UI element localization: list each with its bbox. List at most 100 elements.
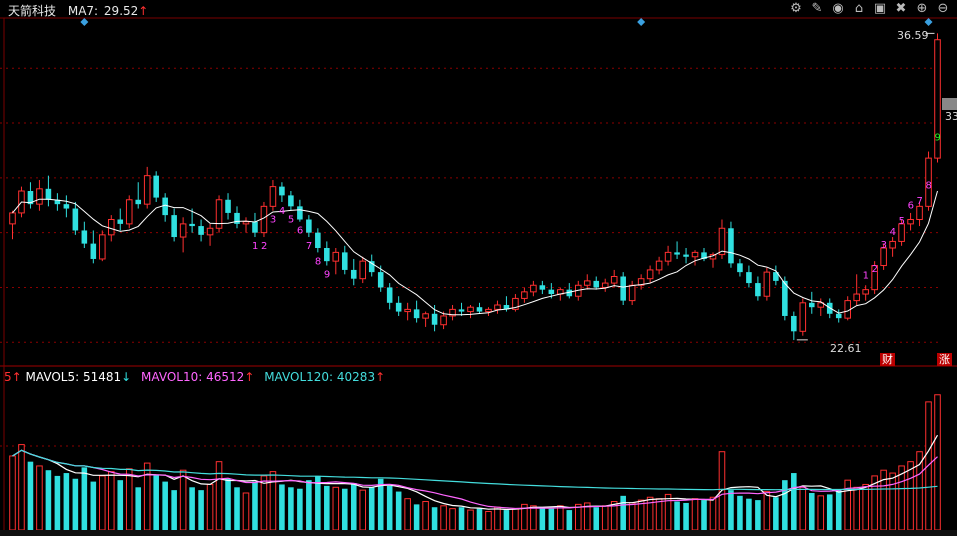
- candle-body-up: [898, 223, 905, 242]
- candle-body-down: [548, 289, 555, 295]
- candle-body-down: [593, 280, 600, 288]
- td-sequence-label: 9: [324, 270, 330, 281]
- candle-body-down: [431, 313, 438, 325]
- volume-bar-up: [9, 455, 16, 531]
- volume-bar-down: [737, 495, 743, 530]
- candle-body-down: [162, 197, 168, 216]
- ma7-line: [12, 190, 938, 316]
- volume-bar-up: [143, 462, 151, 531]
- candle-body-down: [189, 223, 195, 227]
- candle-body-down: [171, 215, 177, 238]
- volume-bar-down: [189, 487, 195, 530]
- price-high-label: 36.59: [897, 29, 929, 42]
- volume-bar-down: [162, 481, 168, 530]
- volume-bar-up: [862, 483, 869, 531]
- td-sequence-label: 5: [899, 216, 905, 227]
- bottom-tab-strip[interactable]: [0, 530, 957, 536]
- ma7-label: MA7:: [67, 4, 99, 18]
- event-marker-icon: [637, 18, 646, 26]
- trash-icon[interactable]: ✖: [895, 1, 907, 16]
- basket-icon[interactable]: ⌂: [854, 1, 864, 16]
- plus-icon[interactable]: ⊕: [916, 1, 928, 16]
- candle-body-up: [916, 205, 923, 221]
- volume-bar-down: [117, 480, 124, 530]
- volume-bar-up: [817, 495, 825, 531]
- mavol120-arrow: ↑: [375, 370, 386, 384]
- candle-body-up: [143, 175, 151, 205]
- volume-bar-down: [315, 475, 321, 530]
- volume-bar-down: [548, 508, 555, 530]
- volume-bar-up: [691, 498, 699, 531]
- volume-bar-down: [63, 473, 70, 530]
- mavol5-label: MAVOL5:: [25, 370, 80, 384]
- volume-bar-up: [215, 461, 223, 531]
- volume-bar-up: [610, 501, 618, 531]
- volume-bar-up: [898, 465, 905, 531]
- candle-body-up: [530, 284, 537, 293]
- volume-bar-up: [269, 471, 277, 531]
- minus-icon[interactable]: ⊖: [937, 1, 949, 16]
- volume-bar-up: [799, 486, 807, 531]
- volume-bar-down: [593, 507, 600, 530]
- volume-bar-down: [413, 504, 420, 530]
- volume-bar-up: [260, 475, 268, 531]
- volume-bar-down: [45, 470, 52, 530]
- candle-body-up: [889, 240, 896, 249]
- volume-bar-down: [566, 510, 573, 530]
- volume-bar-down: [674, 501, 680, 530]
- candle-body-up: [853, 293, 860, 302]
- volume-bar-down: [377, 478, 384, 530]
- volume-bar-down: [808, 492, 815, 530]
- volume-bar-up: [125, 468, 133, 531]
- td-sequence-label: 7: [306, 241, 312, 252]
- candle-body-up: [907, 219, 914, 225]
- rise-badge[interactable]: 涨: [937, 353, 952, 366]
- price-low-label: 22.61: [830, 342, 862, 355]
- td-sequence-label: 8: [926, 181, 932, 192]
- eye-icon[interactable]: ◉: [832, 1, 844, 16]
- candle-body-up: [449, 308, 456, 317]
- candle-body-down: [315, 232, 321, 248]
- candle-body-down: [791, 315, 797, 332]
- volume-bar-up: [18, 444, 25, 531]
- candle-body-down: [350, 269, 357, 279]
- candle-body-up: [925, 157, 932, 207]
- td-sequence-label: 6: [297, 226, 303, 237]
- volume-bar-up: [242, 492, 250, 531]
- gear-icon[interactable]: ⚙: [790, 1, 802, 16]
- candle-body-up: [655, 260, 663, 271]
- price-axis-thumb[interactable]: [942, 98, 957, 110]
- candle-body-down: [234, 212, 240, 224]
- mavol10-line: [12, 449, 938, 510]
- td-sequence-label: 5: [288, 215, 294, 226]
- candle-body-up: [179, 223, 187, 238]
- candle-body-down: [27, 191, 34, 205]
- volume-bar-down: [324, 485, 330, 530]
- td-sequence-label: 4: [279, 206, 285, 217]
- td-sequence-label: 2: [261, 241, 267, 252]
- candle-body-up: [646, 269, 654, 280]
- volume-bar-down: [683, 502, 689, 530]
- candle-body-down: [368, 261, 375, 273]
- candle-body-up: [637, 278, 645, 286]
- stock-name[interactable]: 天箭科技: [8, 4, 57, 18]
- candle-body-down: [746, 272, 752, 284]
- box-icon[interactable]: ▣: [873, 1, 887, 16]
- candle-body-up: [494, 304, 501, 310]
- volume-bar-down: [539, 507, 546, 530]
- candle-body-down: [153, 175, 159, 198]
- volume-bar-up: [512, 508, 519, 531]
- volume-bar-up: [934, 394, 941, 531]
- volume-bar-up: [709, 496, 717, 531]
- candle-body-down: [45, 188, 52, 200]
- volume-bar-up: [485, 510, 492, 531]
- finance-badge[interactable]: 财: [880, 353, 895, 366]
- volume-bar-up: [179, 469, 187, 531]
- td-sequence-label: 1: [863, 271, 869, 282]
- candle-body-down: [72, 208, 79, 231]
- td-sequence-label: 1: [252, 241, 258, 252]
- volume-bar-up: [907, 461, 914, 531]
- brush-icon[interactable]: ✎: [811, 1, 823, 16]
- candle-body-down: [117, 219, 124, 224]
